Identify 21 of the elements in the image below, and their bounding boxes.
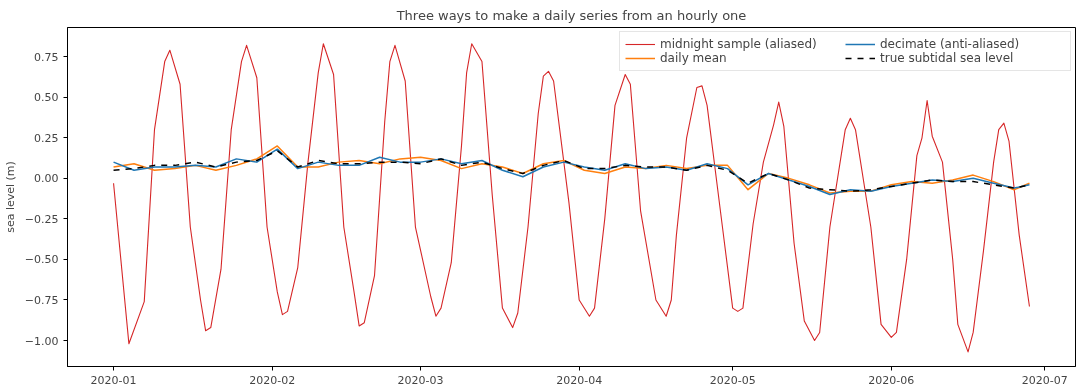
y-tick-label: 0.50 [34,91,59,105]
chart-title: Three ways to make a daily series from an hourly one [395,7,747,23]
y-tick-label: 0.00 [34,172,59,186]
y-tick-label: −0.75 [24,294,59,307]
y-tick-label: 0.25 [34,131,59,145]
y-axis-title: sea level (m) [3,161,17,233]
x-tick-label: 2020-03 [397,373,444,387]
legend-label: true subtidal sea level [880,51,1015,65]
x-tick-label: 2020-07 [1021,373,1068,387]
legend-label: midnight sample (aliased) [660,37,818,51]
legend-label: daily mean [660,51,728,65]
y-tick-label: −0.50 [24,253,59,267]
x-tick-label: 2020-05 [709,373,756,387]
x-tick-label: 2020-01 [90,373,137,387]
y-tick-label: 0.75 [34,50,59,64]
y-tick-label: −0.25 [24,212,59,226]
x-tick-label: 2020-02 [249,373,296,387]
x-tick-label: 2020-06 [868,373,915,387]
y-tick-label: −1.00 [24,334,59,348]
legend-label: decimate (anti-aliased) [880,37,1021,51]
x-tick-label: 2020-04 [556,373,603,387]
